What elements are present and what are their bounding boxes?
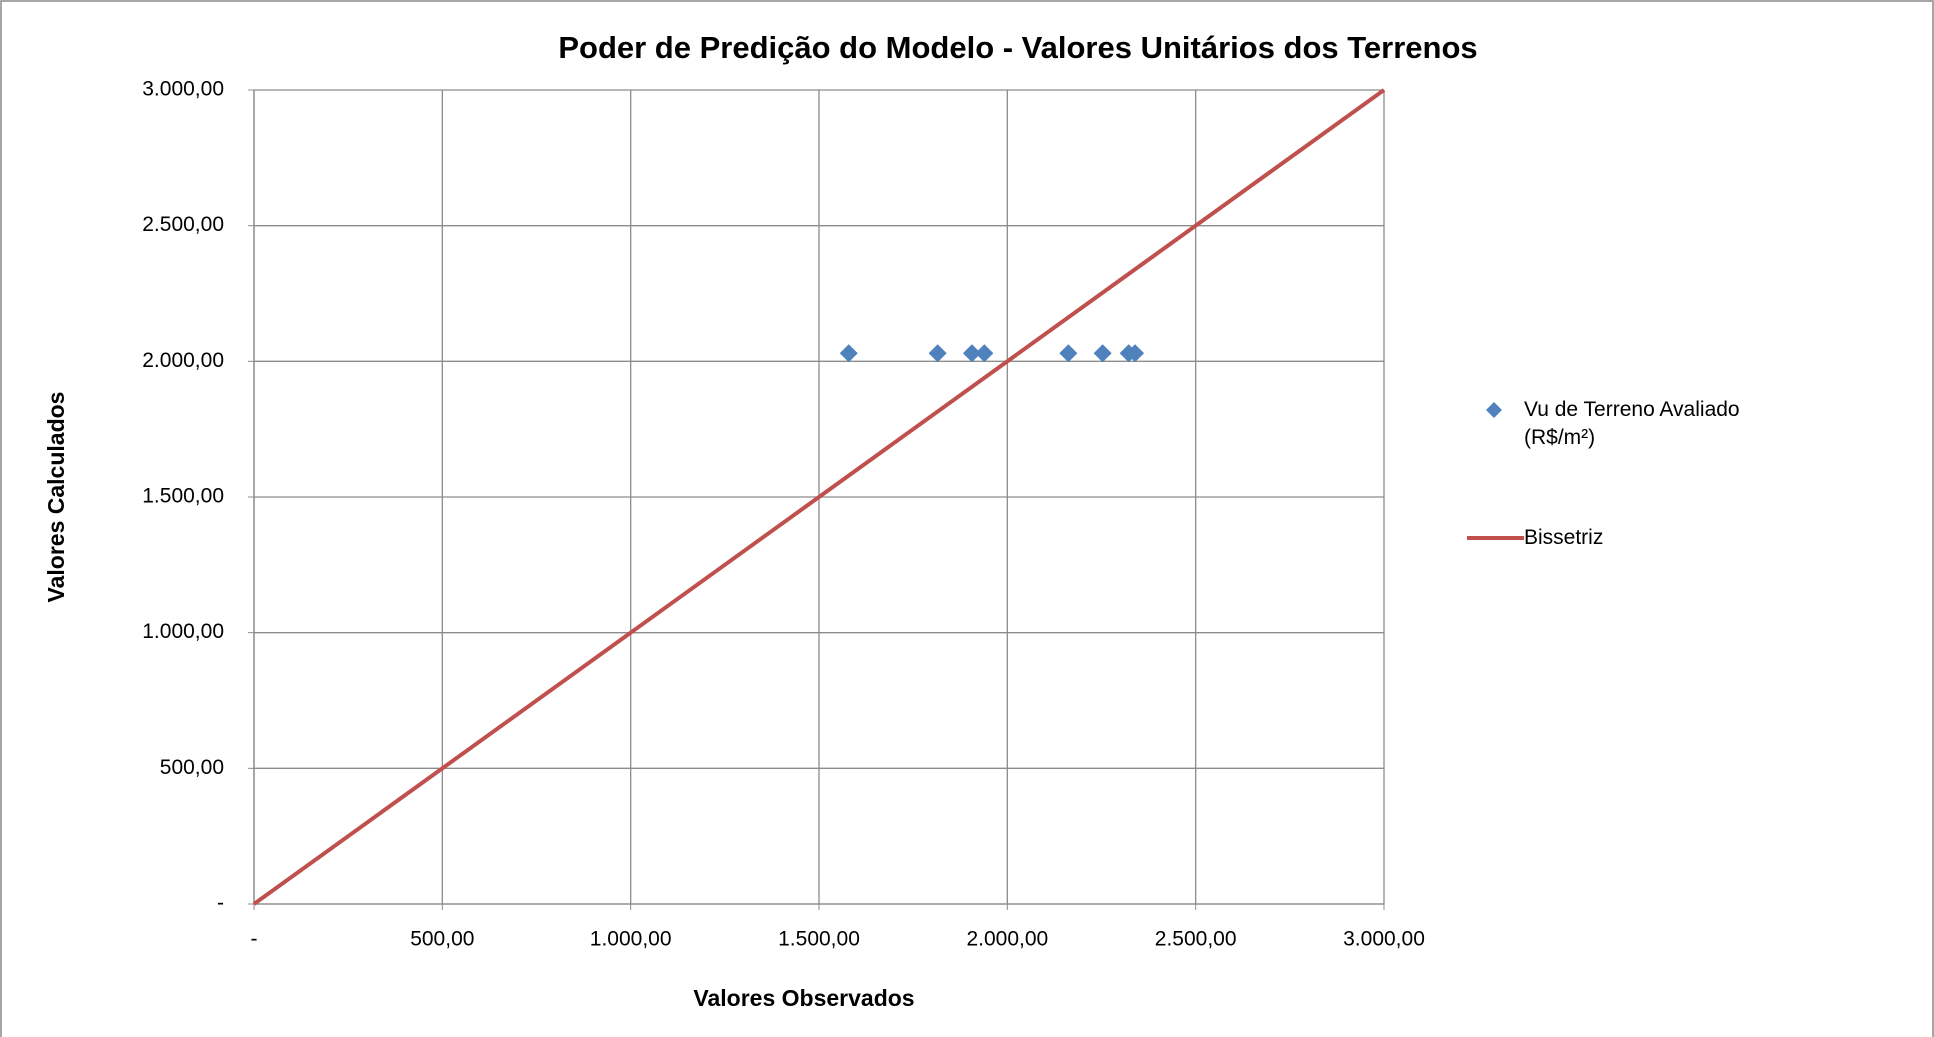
x-tick-label: 1.000,00 xyxy=(590,928,672,951)
y-tick-label: 1.500,00 xyxy=(142,485,224,508)
y-tick-label: 1.000,00 xyxy=(142,620,224,643)
legend-marker xyxy=(1486,402,1502,418)
chart-title: Poder de Predição do Modelo - Valores Un… xyxy=(558,30,1477,65)
x-tick-label: 500,00 xyxy=(410,928,474,951)
x-tick-label: - xyxy=(251,928,258,951)
y-tick-label: 3.000,00 xyxy=(142,78,224,101)
x-tick-label: 1.500,00 xyxy=(778,928,860,951)
y-axis-title: Valores Calculados xyxy=(43,392,69,603)
scatter-point xyxy=(1126,344,1145,363)
y-tick-label: 2.000,00 xyxy=(142,349,224,372)
scatter-point xyxy=(1093,344,1112,363)
x-tick-label: 2.500,00 xyxy=(1155,928,1237,951)
scatter-point xyxy=(839,344,858,363)
scatter-point xyxy=(928,344,947,363)
scatter-point xyxy=(1059,344,1078,363)
bisector-line xyxy=(252,88,1386,906)
x-tick-label: 3.000,00 xyxy=(1343,928,1425,951)
legend-label: Vu de Terreno Avaliado (R$/m²) xyxy=(1524,398,1740,449)
y-tick-label: 2.500,00 xyxy=(142,213,224,236)
x-tick-label: 2.000,00 xyxy=(966,928,1048,951)
y-tick-label: 500,00 xyxy=(160,756,224,779)
scatter-point xyxy=(975,344,994,363)
legend-label: Bissetriz xyxy=(1524,526,1604,549)
x-axis-title: Valores Observados xyxy=(693,985,914,1011)
y-tick-label: - xyxy=(217,892,224,915)
scatter-point xyxy=(962,344,981,363)
